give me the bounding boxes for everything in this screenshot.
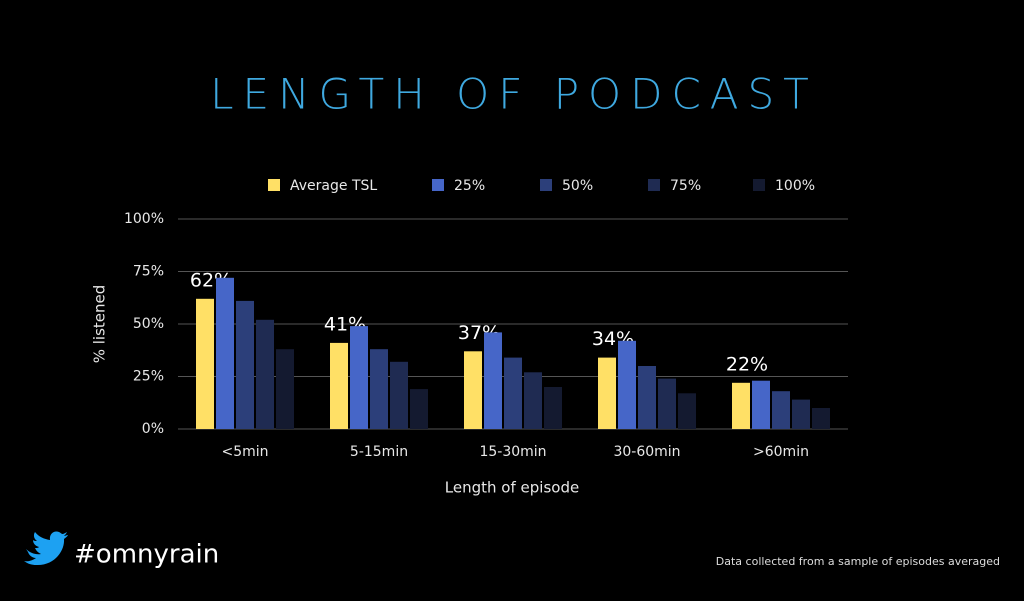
legend-label: 25% [454, 178, 485, 194]
twitter-icon [24, 531, 68, 566]
bar [732, 382, 750, 429]
bar [504, 357, 522, 429]
value-label: 22% [726, 353, 768, 375]
bar [236, 300, 254, 429]
bar [812, 408, 830, 429]
bar [350, 326, 368, 429]
x-tick-label: 5-15min [350, 444, 408, 460]
bar [370, 349, 388, 429]
bar [256, 319, 274, 429]
legend-swatch [432, 179, 444, 191]
chart-title: LENGTH OF PODCAST [210, 70, 818, 119]
bar [390, 361, 408, 429]
bar [792, 399, 810, 429]
footnote: Data collected from a sample of episodes… [716, 555, 1000, 568]
y-tick-label: 25% [133, 369, 164, 385]
legend-label: 75% [670, 178, 701, 194]
bar [276, 349, 294, 429]
x-tick-label: <5min [221, 444, 268, 460]
legend-swatch [540, 179, 552, 191]
x-tick-label: 30-60min [613, 444, 680, 460]
legend-swatch [753, 179, 765, 191]
y-axis-label: % listened [91, 285, 109, 364]
bar [618, 340, 636, 429]
bar [772, 391, 790, 429]
bar [524, 372, 542, 429]
legend-label: 100% [775, 178, 815, 194]
y-tick-label: 75% [133, 264, 164, 280]
y-tick-label: 0% [142, 421, 164, 437]
hashtag: #omnyrain [74, 540, 219, 570]
x-tick-label: 15-30min [479, 444, 546, 460]
legend-swatch [648, 179, 660, 191]
y-tick-label: 100% [124, 211, 164, 227]
bar [598, 357, 616, 429]
legend-label: Average TSL [290, 178, 377, 194]
bar [196, 298, 214, 429]
bar [216, 277, 234, 429]
bar [752, 380, 770, 429]
bar [678, 393, 696, 429]
bar [544, 387, 562, 429]
bar [330, 342, 348, 429]
bar [464, 351, 482, 429]
x-axis-label: Length of episode [445, 479, 579, 497]
bar [410, 389, 428, 429]
bar [484, 332, 502, 429]
bar [658, 378, 676, 429]
y-tick-label: 50% [133, 316, 164, 332]
bar [638, 366, 656, 429]
x-tick-label: >60min [753, 444, 809, 460]
legend-label: 50% [562, 178, 593, 194]
legend-swatch [268, 179, 280, 191]
